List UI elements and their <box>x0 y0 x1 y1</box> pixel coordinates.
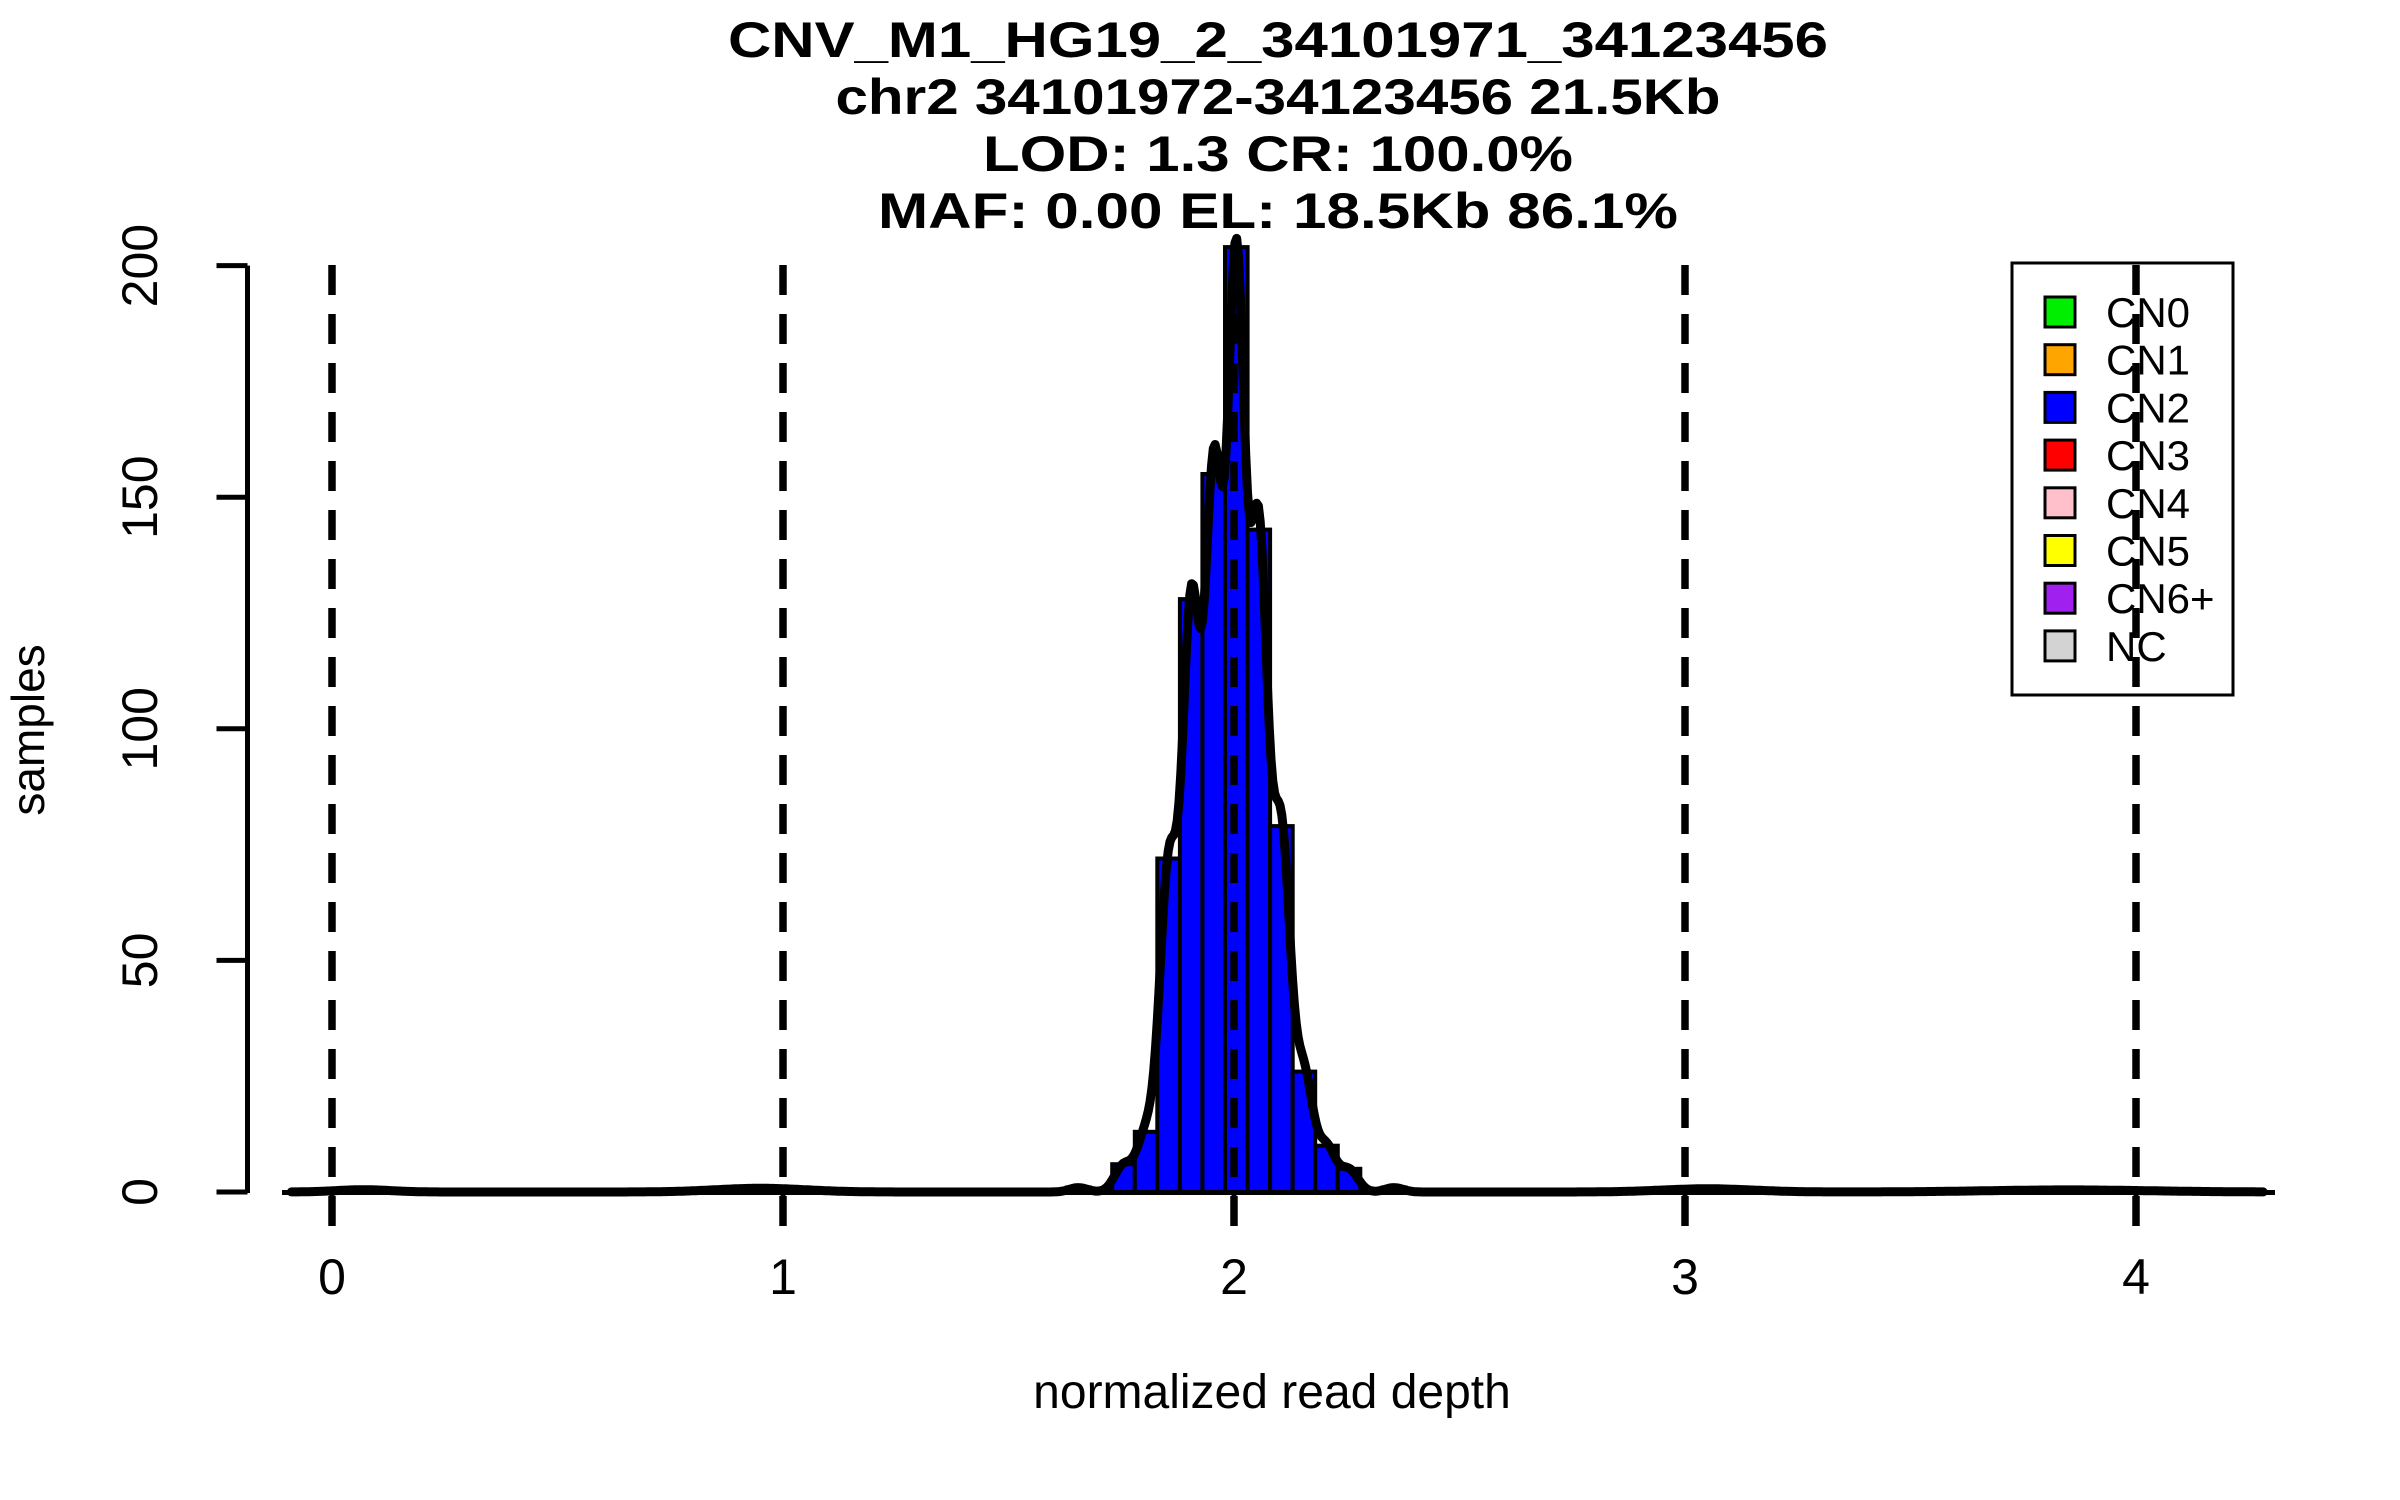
legend-label: CN1 <box>2106 337 2190 384</box>
y-tick-label: 50 <box>112 933 168 989</box>
x-tick-label: 3 <box>1671 1249 1699 1305</box>
legend-label: CN3 <box>2106 432 2190 479</box>
legend-label: CN0 <box>2106 289 2190 336</box>
chart-title-line: MAF: 0.00 EL: 18.5Kb 86.1% <box>878 183 1678 239</box>
legend-swatch-cn0 <box>2043 295 2077 329</box>
legend-label: CN4 <box>2106 480 2190 527</box>
legend-swatch-nc <box>2043 629 2077 663</box>
x-tick-label: 1 <box>769 1249 797 1305</box>
legend-label: CN5 <box>2106 528 2190 575</box>
chart-title-line: chr2 34101972-34123456 21.5Kb <box>836 69 1721 125</box>
y-tick-label: 100 <box>112 687 168 770</box>
legend-label: CN2 <box>2106 384 2190 431</box>
x-tick-label: 4 <box>2122 1249 2150 1305</box>
y-axis-title: samples <box>2 644 54 815</box>
x-tick-label: 0 <box>318 1249 346 1305</box>
chart-title-line: LOD: 1.3 CR: 100.0% <box>983 126 1573 182</box>
legend-swatch-cn3 <box>2043 438 2077 472</box>
legend-swatch-cn2 <box>2043 390 2077 424</box>
legend-swatch-cn6plus <box>2043 581 2077 615</box>
chart-title-line: CNV_M1_HG19_2_34101971_34123456 <box>728 12 1828 68</box>
legend-box <box>2010 261 2235 697</box>
legend-swatch-cn4 <box>2043 486 2077 520</box>
y-tick-label: 200 <box>112 224 168 307</box>
x-tick-label: 2 <box>1220 1249 1248 1305</box>
legend-label: CN6+ <box>2106 575 2215 622</box>
y-tick-label: 0 <box>112 1178 168 1206</box>
legend-swatch-cn1 <box>2043 343 2077 377</box>
legend-swatch-cn5 <box>2043 534 2077 567</box>
y-tick-label: 150 <box>112 455 168 538</box>
x-axis-title: normalized read depth <box>1033 1366 1511 1419</box>
